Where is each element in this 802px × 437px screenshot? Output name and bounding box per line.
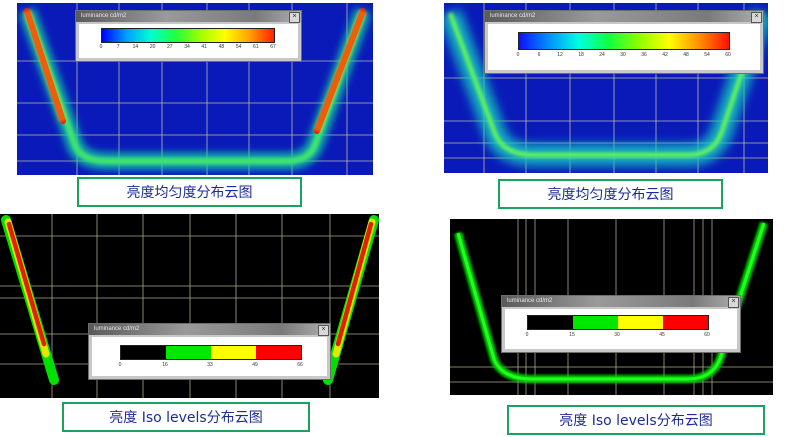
legend-ticks-3: 0 16 33 49 66 bbox=[118, 362, 303, 370]
legend-tick-label: 14 bbox=[132, 44, 139, 50]
close-icon[interactable]: × bbox=[318, 325, 329, 336]
legend-body-4: 0 15 30 45 60 bbox=[505, 309, 737, 349]
legend-ticks-2: 0 6 12 18 24 30 36 42 48 54 60 bbox=[516, 52, 731, 60]
legend-tick-label: 33 bbox=[207, 362, 213, 368]
legend-tick-label: 54 bbox=[235, 44, 242, 50]
legend-tick-label: 41 bbox=[201, 44, 207, 50]
legend-tick-label: 36 bbox=[641, 52, 647, 58]
legend-window-2: luminance cd/m2 × 0 6 12 18 24 30 36 42 48 54 60 bbox=[484, 10, 764, 74]
caption-uniformity-2: 亮度均匀度分布云图 bbox=[498, 179, 723, 209]
legend-tick-label: 60 bbox=[725, 52, 731, 58]
legend-tick-label: 24 bbox=[599, 52, 605, 58]
legend-tick-label: 54 bbox=[704, 52, 710, 58]
legend-tick-label: 67 bbox=[270, 44, 276, 50]
caption-iso-1: 亮度 Iso levels分布云图 bbox=[62, 402, 310, 432]
legend-ticks-4: 0 15 30 45 60 bbox=[525, 332, 710, 340]
legend-title-2: luminance cd/m2 bbox=[485, 11, 763, 22]
legend-ticks-1: 0 7 14 20 27 34 41 48 54 61 67 bbox=[99, 44, 276, 52]
legend-tick-label: 18 bbox=[578, 52, 584, 58]
legend-title-3: luminance cd/m2 bbox=[89, 324, 330, 335]
legend-tick-label: 7 bbox=[116, 44, 120, 50]
iso-ramp-1 bbox=[120, 345, 302, 360]
legend-window-3: luminance cd/m2 × 0 16 33 49 66 bbox=[88, 323, 331, 380]
legend-tick-label: 0 bbox=[525, 332, 529, 338]
legend-body-1: 0 7 14 20 27 34 41 48 54 61 67 bbox=[79, 24, 298, 58]
legend-tick-label: 27 bbox=[167, 44, 173, 50]
legend-tick-label: 42 bbox=[662, 52, 668, 58]
legend-body-3: 0 16 33 49 66 bbox=[92, 337, 327, 376]
close-icon[interactable]: × bbox=[728, 297, 739, 308]
iso-ramp-2 bbox=[527, 315, 709, 330]
uniformity-plot-2: luminance cd/m2 × 0 6 12 18 24 30 36 42 48 54 60 bbox=[444, 3, 768, 173]
legend-tick-label: 0 bbox=[118, 362, 122, 368]
close-icon[interactable]: × bbox=[289, 12, 300, 23]
iso-plot-2: luminance cd/m2 × 0 15 30 45 60 bbox=[450, 219, 773, 395]
legend-tick-label: 48 bbox=[683, 52, 689, 58]
uniformity-plot-1: luminance cd/m2 × 0 7 14 20 27 34 41 48 54 61 67 bbox=[17, 3, 373, 175]
legend-tick-label: 16 bbox=[162, 362, 168, 368]
legend-tick-label: 48 bbox=[218, 44, 225, 50]
iso-plot-1: luminance cd/m2 × 0 16 33 49 66 bbox=[0, 214, 379, 398]
legend-tick-label: 15 bbox=[569, 332, 575, 338]
legend-tick-label: 61 bbox=[253, 44, 259, 50]
legend-tick-label: 6 bbox=[537, 52, 541, 58]
legend-tick-label: 30 bbox=[620, 52, 626, 58]
color-ramp-1 bbox=[101, 28, 275, 43]
legend-window-1: luminance cd/m2 × 0 7 14 20 27 34 41 48 54 61 67 bbox=[75, 10, 302, 62]
caption-uniformity-1: 亮度均匀度分布云图 bbox=[77, 177, 302, 207]
legend-tick-label: 45 bbox=[659, 332, 665, 338]
caption-iso-2: 亮度 Iso levels分布云图 bbox=[507, 405, 765, 435]
legend-title-4: luminance cd/m2 bbox=[502, 296, 740, 307]
legend-tick-label: 0 bbox=[99, 44, 103, 50]
legend-tick-label: 60 bbox=[704, 332, 710, 338]
legend-title-1: luminance cd/m2 bbox=[76, 11, 301, 22]
close-icon[interactable]: × bbox=[751, 12, 762, 23]
legend-tick-label: 66 bbox=[297, 362, 303, 368]
legend-tick-label: 0 bbox=[516, 52, 520, 58]
legend-tick-label: 49 bbox=[252, 362, 258, 368]
legend-tick-label: 20 bbox=[149, 44, 156, 50]
legend-tick-label: 12 bbox=[557, 52, 563, 58]
color-ramp-2 bbox=[518, 32, 730, 50]
legend-tick-label: 34 bbox=[184, 44, 190, 50]
legend-tick-label: 30 bbox=[614, 332, 620, 338]
legend-window-4: luminance cd/m2 × 0 15 30 45 60 bbox=[501, 295, 741, 353]
legend-body-2: 0 6 12 18 24 30 36 42 48 54 60 bbox=[488, 24, 760, 70]
